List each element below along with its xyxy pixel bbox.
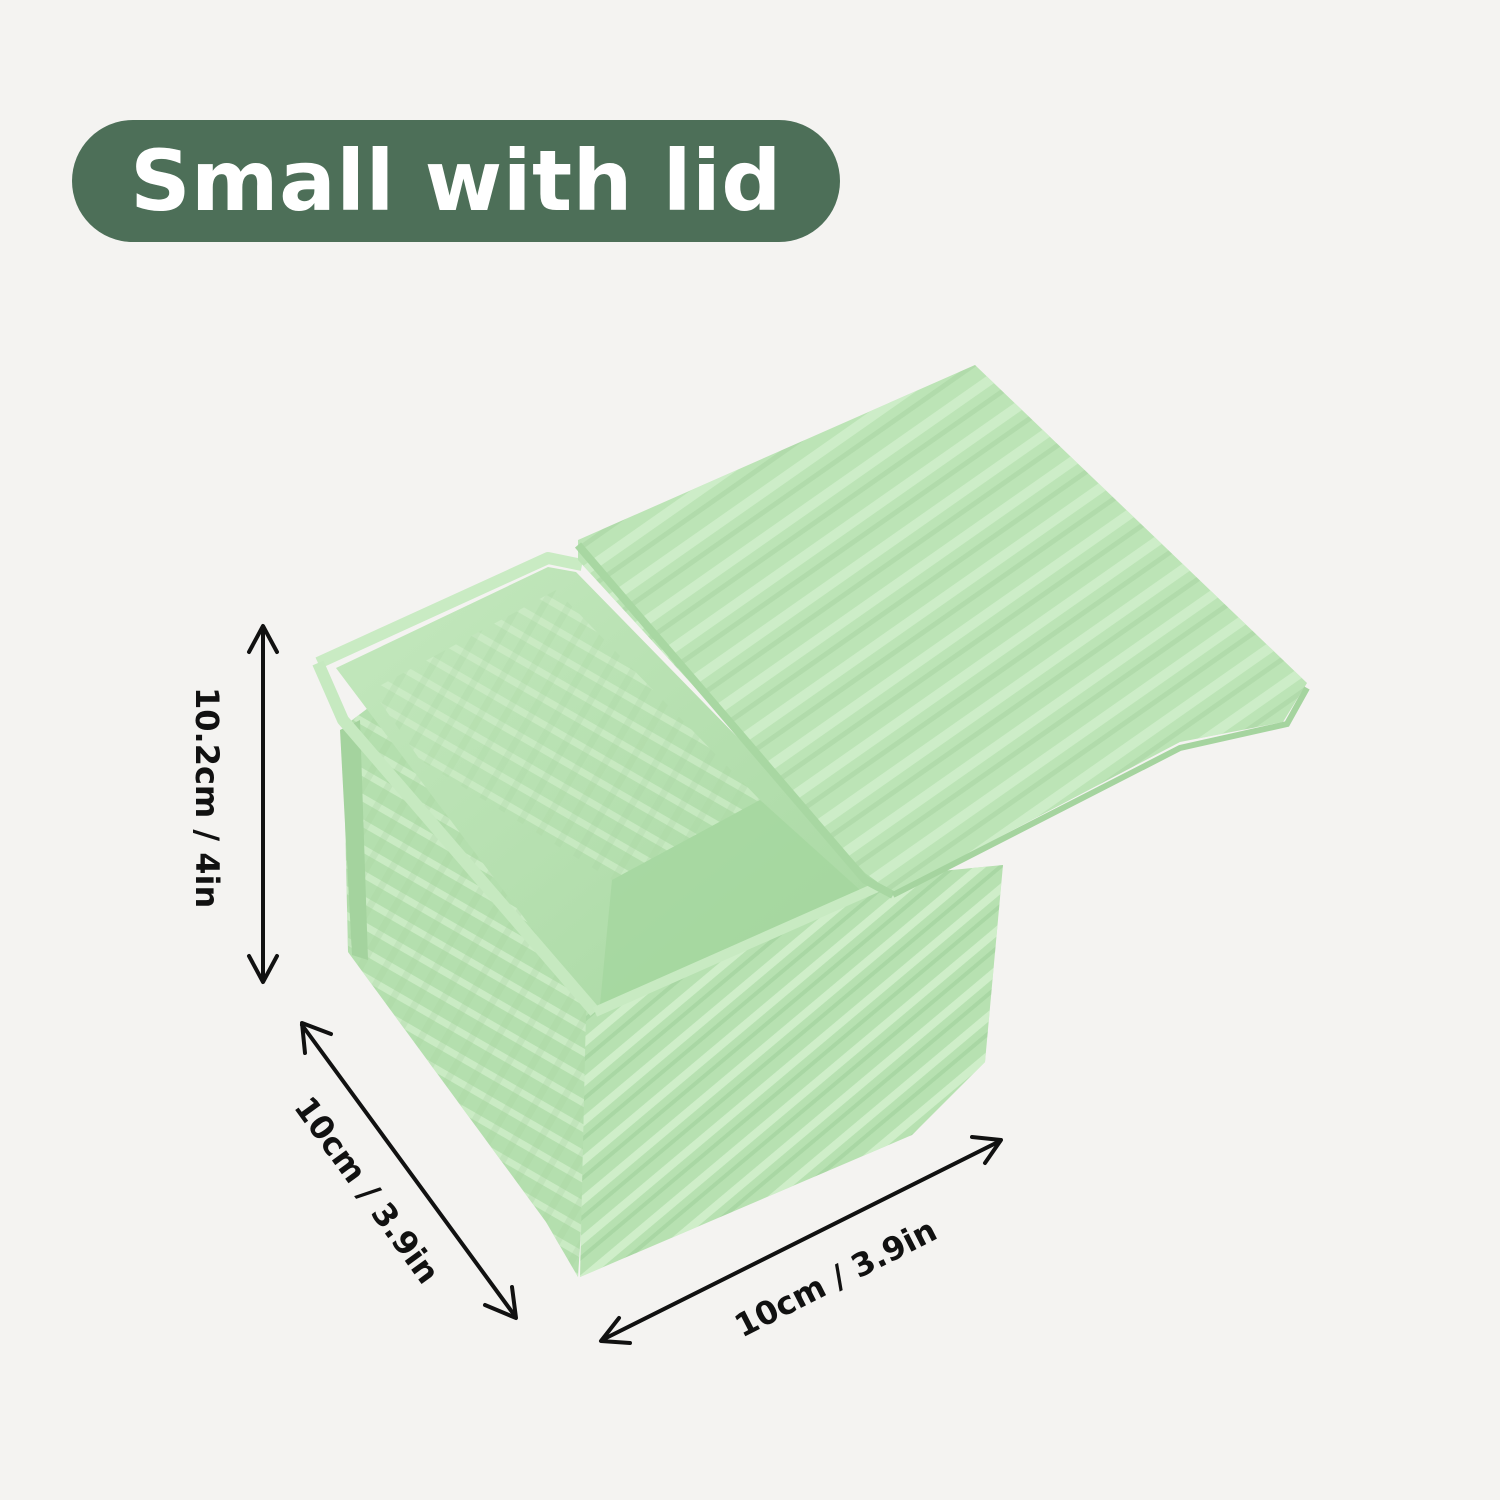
title-badge: Small with lid [72, 120, 840, 242]
height-label: 10.2cm / 4in [188, 687, 226, 908]
loaf-pan [312, 365, 1310, 1277]
height-dimension-arrow [247, 624, 279, 984]
title-text: Small with lid [130, 132, 782, 230]
width-dimension-arrow [599, 1135, 1003, 1345]
depth-dimension-arrow [300, 1021, 518, 1320]
width-label: 10cm / 3.9in [728, 1211, 942, 1345]
